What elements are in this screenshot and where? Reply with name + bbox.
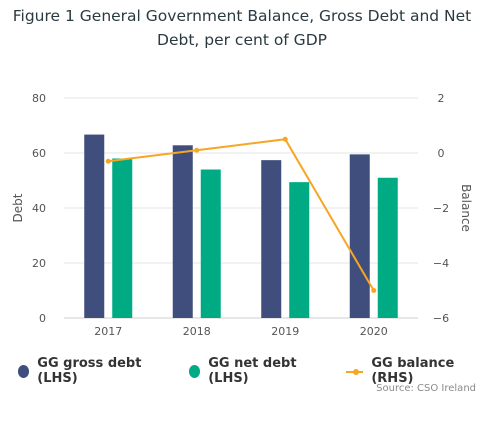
legend-balance-swatch xyxy=(345,365,364,378)
y-left-tick-label: 80 xyxy=(32,92,46,105)
legend-item-net[interactable]: GG net debt (LHS) xyxy=(188,356,324,386)
legend-balance-label: GG balance (RHS) xyxy=(371,356,455,386)
balance-point[interactable] xyxy=(371,288,377,293)
balance-point[interactable] xyxy=(282,136,288,142)
x-tick-label: 2017 xyxy=(94,325,122,338)
gross-debt-bar[interactable] xyxy=(84,134,105,318)
y-left-tick-label: 20 xyxy=(32,257,46,270)
net-debt-bar[interactable] xyxy=(200,169,221,319)
x-tick-label: 2018 xyxy=(183,325,211,338)
legend-gross-swatch xyxy=(18,364,30,378)
y-left-tick-label: 0 xyxy=(39,312,46,325)
y-right-tick-label: 0 xyxy=(438,147,445,160)
net-debt-bar[interactable] xyxy=(289,182,310,318)
net-debt-bar[interactable] xyxy=(377,177,398,318)
y-right-tick-label: −4 xyxy=(433,257,449,270)
chart-title: Figure 1 General Government Balance, Gro… xyxy=(0,4,484,52)
bars xyxy=(84,134,398,319)
gross-debt-bar[interactable] xyxy=(261,160,282,318)
x-tick-label: 2019 xyxy=(271,325,299,338)
balance-line xyxy=(105,136,377,293)
axis-ticks: 0 20 40 60 80 −6 −4 −2 0 2 2017 2018 2019 2020 xyxy=(32,92,449,338)
y-axis-right-title: Balance xyxy=(459,184,473,232)
gross-debt-bar[interactable] xyxy=(172,145,193,318)
combo-chart: 0 20 40 60 80 −6 −4 −2 0 2 2017 2018 2019 2020 Debt B… xyxy=(11,92,473,338)
gross-debt-bar[interactable] xyxy=(349,154,370,318)
net-debt-bar[interactable] xyxy=(112,158,133,319)
y-left-tick-label: 40 xyxy=(32,202,46,215)
source-credit: Source: CSO Ireland xyxy=(376,383,476,394)
balance-line-path xyxy=(108,138,375,292)
legend: GG gross debt (LHS) GG net debt (LHS) GG… xyxy=(18,356,484,386)
chart-title-line-2: Debt, per cent of GDP xyxy=(157,31,327,49)
legend-gross-label: GG gross debt (LHS) xyxy=(37,356,142,386)
legend-item-gross[interactable]: GG gross debt (LHS) xyxy=(18,356,167,386)
y-right-tick-label: −2 xyxy=(433,202,449,215)
balance-point[interactable] xyxy=(105,158,111,164)
legend-item-balance[interactable]: GG balance (RHS) xyxy=(345,356,484,386)
legend-net-swatch xyxy=(188,364,201,378)
y-axis-left-title: Debt xyxy=(11,193,25,222)
balance-point[interactable] xyxy=(194,147,200,153)
y-left-tick-label: 60 xyxy=(32,147,46,160)
legend-net-label: GG net debt (LHS) xyxy=(208,356,297,386)
y-right-tick-label: −6 xyxy=(433,312,449,325)
x-tick-label: 2020 xyxy=(360,325,388,338)
chart-title-line-1: Figure 1 General Government Balance, Gro… xyxy=(12,7,472,25)
y-right-tick-label: 2 xyxy=(438,92,445,105)
